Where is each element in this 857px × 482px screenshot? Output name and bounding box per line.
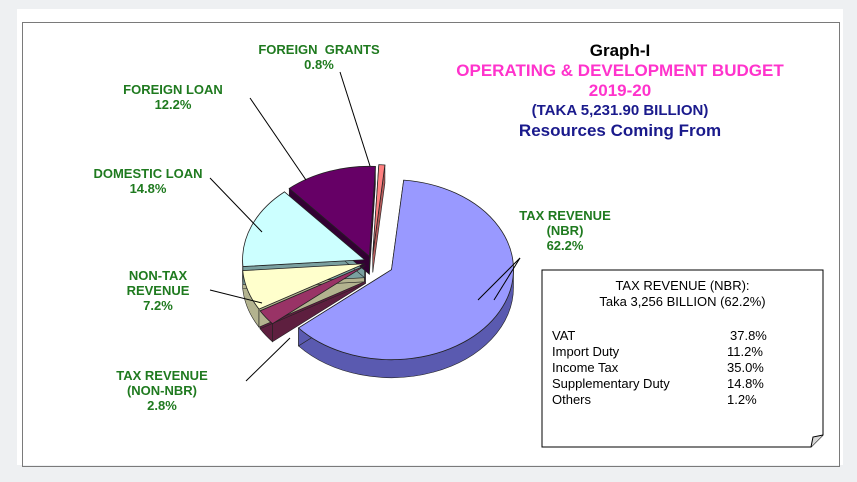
label-tax-revenue-nbr: TAX REVENUE (NBR) 62.2%	[500, 208, 630, 253]
row-value: 37.8%	[730, 328, 767, 343]
leader-line-5	[339, 71, 371, 167]
slice-domestic-loan	[242, 191, 366, 267]
label-line: DOMESTIC LOAN	[93, 166, 203, 181]
label-line: TAX REVENUE	[116, 368, 208, 383]
label-tax-revenue-non-nbr: TAX REVENUE (NON-NBR) 2.8%	[92, 368, 232, 413]
label-non-tax-revenue: NON-TAX REVENUE 7.2%	[108, 268, 208, 313]
row-name: Supplementary Duty	[552, 376, 670, 391]
chart-title: Graph-I OPERATING & DEVELOPMENT BUDGET 2…	[420, 41, 820, 141]
leader-line-1	[245, 337, 291, 382]
tax-revenue-breakdown-note: TAX REVENUE (NBR): Taka 3,256 BILLION (6…	[542, 270, 823, 447]
row-name: Income Tax	[552, 360, 619, 375]
label-value: 0.8%	[304, 57, 334, 72]
note-heading-line: TAX REVENUE (NBR):	[615, 278, 750, 293]
label-line: REVENUE	[126, 283, 190, 298]
breakdown-row: Supplementary Duty 14.8%	[552, 376, 812, 392]
label-domestic-loan: DOMESTIC LOAN 14.8%	[68, 166, 228, 196]
row-name: VAT	[552, 328, 576, 343]
label-line: FOREIGN GRANTS	[258, 42, 380, 57]
slice-foreign-grants	[372, 164, 386, 255]
row-value: 1.2%	[727, 392, 757, 407]
note-heading: TAX REVENUE (NBR): Taka 3,256 BILLION (6…	[542, 278, 823, 310]
graph-label: Graph-I	[589, 41, 651, 60]
breakdown-row: Import Duty 11.2%	[552, 344, 812, 360]
budget-year: 2019-20	[588, 81, 652, 100]
budget-total: (TAKA 5,231.90 BILLION)	[531, 102, 709, 119]
row-name: Others	[552, 392, 592, 407]
slice-foreign-loan	[288, 165, 376, 258]
row-value: 11.2%	[727, 344, 763, 359]
label-line: (NON-NBR)	[126, 383, 198, 398]
note-box-fold	[810, 434, 824, 448]
leader-line-0	[477, 257, 521, 301]
label-line: TAX REVENUE	[519, 208, 611, 223]
leader-line-4	[249, 97, 307, 181]
chart-subtitle: Resources Coming From	[518, 121, 722, 140]
leader-line-note	[493, 257, 521, 301]
slice-tax-revenue-nbr-	[297, 179, 514, 361]
label-foreign-grants: FOREIGN GRANTS 0.8%	[244, 42, 394, 72]
label-line: FOREIGN LOAN	[123, 82, 223, 97]
label-line: NON-TAX	[128, 268, 188, 283]
label-value: 7.2%	[143, 298, 173, 313]
chart-border	[22, 22, 840, 467]
slice-tax-revenue-non-nbr-	[259, 265, 366, 325]
leader-line-3	[209, 177, 263, 233]
label-foreign-loan: FOREIGN LOAN 12.2%	[98, 82, 248, 112]
label-value: 62.2%	[546, 238, 584, 253]
label-value: 14.8%	[129, 181, 167, 196]
breakdown-row: Income Tax 35.0%	[552, 360, 812, 376]
label-line: (NBR)	[546, 223, 584, 238]
breakdown-row: Others 1.2%	[552, 392, 812, 408]
note-subheading-line: Taka 3,256 BILLION (62.2%)	[599, 294, 766, 309]
row-name: Import Duty	[552, 344, 620, 359]
row-value: 35.0%	[727, 360, 764, 375]
label-value: 12.2%	[154, 97, 192, 112]
slice-non-tax-revenue	[242, 263, 365, 310]
budget-title: OPERATING & DEVELOPMENT BUDGET	[456, 61, 784, 80]
leader-line-2	[209, 289, 263, 304]
row-value: 14.8%	[727, 376, 764, 391]
label-value: 2.8%	[147, 398, 177, 413]
breakdown-row: VAT 37.8%	[552, 328, 812, 344]
